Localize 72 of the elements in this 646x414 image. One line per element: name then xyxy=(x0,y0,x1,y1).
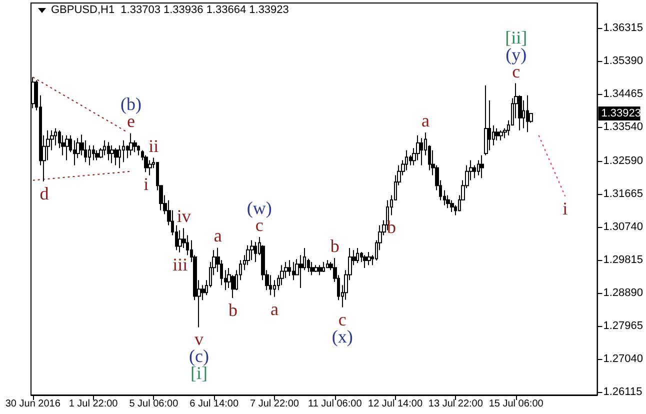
annotation: a xyxy=(214,226,222,246)
candlestick xyxy=(250,240,254,261)
y-tick-label: 1.28890 xyxy=(603,286,644,299)
candlestick xyxy=(386,200,389,231)
annotation: i xyxy=(144,174,149,194)
candlestick xyxy=(326,260,329,269)
candlestick xyxy=(499,130,503,141)
y-tick-label: 1.31665 xyxy=(603,188,644,200)
candlestick xyxy=(484,84,488,156)
candlestick xyxy=(107,142,110,161)
y-tick-label: 1.27040 xyxy=(603,352,644,365)
candlestick xyxy=(363,254,367,269)
x-tick-label: 15 Jul 06:00 xyxy=(488,398,544,410)
x-tick-label: 11 Jul 06:00 xyxy=(308,398,362,410)
annotation: b xyxy=(387,217,396,238)
annotation: iii xyxy=(172,254,188,274)
annotation: b xyxy=(330,236,340,256)
candlestick xyxy=(148,160,152,176)
y-tick-label: 1.32590 xyxy=(603,155,644,168)
y-tick-label: 1.34465 xyxy=(603,88,644,100)
y-tick-label: 1.26115 xyxy=(603,386,642,398)
candlestick xyxy=(288,260,291,276)
candlestick xyxy=(292,261,295,281)
candlestick xyxy=(118,144,121,169)
annotation: ii xyxy=(148,136,159,156)
annotation: b xyxy=(228,300,238,320)
y-tick-label: 1.30740 xyxy=(603,221,644,233)
x-tick-label: 1 Jul 22:00 xyxy=(68,398,118,410)
candlestick xyxy=(526,94,529,133)
y-tick-label: 1.36315 xyxy=(603,22,644,34)
candlestick xyxy=(114,148,118,166)
candlestick xyxy=(65,134,69,161)
candlestick xyxy=(110,144,114,164)
y-tick-label: 1.27965 xyxy=(603,320,644,332)
candlestick xyxy=(129,132,133,156)
annotation: a xyxy=(270,298,278,319)
candlestick xyxy=(480,154,484,179)
annotation: a xyxy=(421,110,430,130)
candlestick xyxy=(95,150,99,161)
annotation: [ii] xyxy=(505,27,528,48)
candlestick xyxy=(446,194,450,209)
candlestick xyxy=(322,261,325,272)
candlestick xyxy=(450,200,454,213)
candlestick xyxy=(522,100,525,129)
candlestick xyxy=(254,241,257,262)
x-tick-label: 7 Jul 22:00 xyxy=(250,398,300,410)
y-tick-label: 1.29815 xyxy=(603,254,644,266)
candlestick xyxy=(280,264,284,286)
x-tick-label: 6 Jul 14:00 xyxy=(190,398,239,410)
y-tick-label: 1.33540 xyxy=(603,121,644,134)
x-tick-label: 5 Jul 06:00 xyxy=(129,398,179,410)
x-tick-label: 12 Jul 14:00 xyxy=(368,398,423,410)
candlestick xyxy=(477,160,480,176)
annotation: d xyxy=(40,183,49,204)
annotation: iv xyxy=(176,206,191,226)
candlestick xyxy=(144,154,148,173)
y-tick-label: 1.35390 xyxy=(603,55,644,68)
chart-title: GBPUSD,H1 1.33703 1.33936 1.33664 1.33923 xyxy=(51,4,289,16)
annotation: 1.33923 xyxy=(601,107,642,120)
candlestick xyxy=(310,261,314,276)
candlestick xyxy=(473,164,476,179)
candlestick xyxy=(367,251,371,266)
candlestick xyxy=(88,144,91,166)
x-tick-label: 30 Jun 2016 xyxy=(5,398,61,410)
annotation: i xyxy=(562,198,568,218)
candlestick xyxy=(137,144,140,156)
candlestick xyxy=(314,264,318,272)
candlestick xyxy=(73,140,76,166)
candlestick xyxy=(356,248,359,264)
x-tick-label: 13 Jul 22:00 xyxy=(428,398,484,410)
annotation: v xyxy=(194,329,204,350)
candlestick xyxy=(318,264,322,276)
